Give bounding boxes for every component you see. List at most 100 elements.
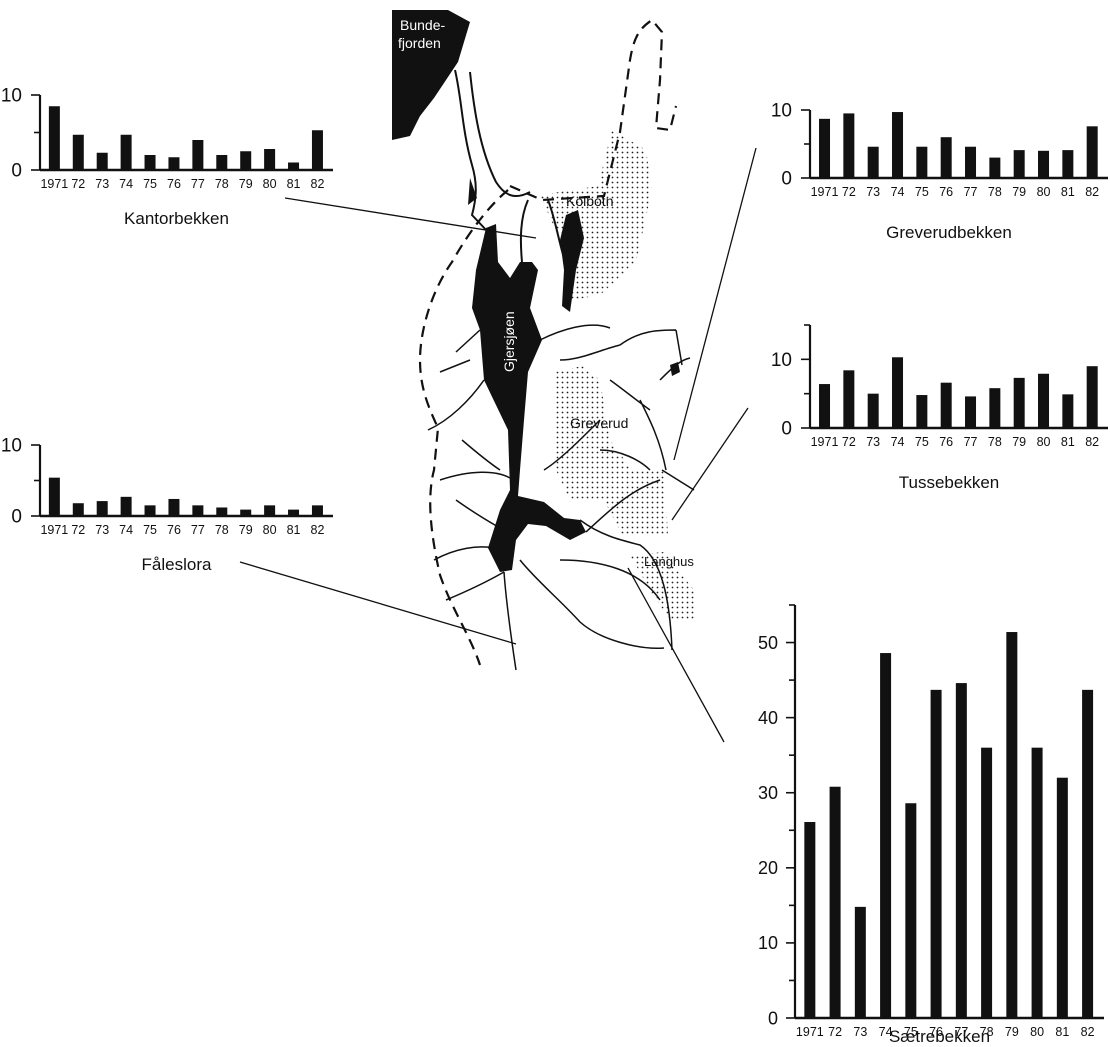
bar — [216, 507, 228, 516]
bar — [1086, 126, 1098, 178]
y-tick-label: 50 — [758, 633, 778, 653]
bundefjorden-label-line2: fjorden — [398, 35, 441, 51]
x-tick-label: 76 — [929, 1025, 943, 1039]
bar — [916, 395, 928, 428]
y-tick-label: 20 — [758, 858, 778, 878]
bar — [96, 501, 108, 516]
bar — [916, 146, 928, 178]
x-tick-label: 76 — [939, 435, 953, 449]
bar — [867, 146, 879, 178]
x-tick-label: 72 — [71, 523, 85, 537]
outlet-stream-3 — [468, 178, 477, 205]
bar — [72, 134, 84, 170]
bar — [240, 509, 252, 516]
bar — [168, 157, 180, 170]
x-tick-label: 78 — [215, 523, 229, 537]
x-tick-label: 77 — [964, 435, 978, 449]
chart-tussebekken: 0 10 1971 72 73 74 75 76 77 78 79 80 81 82 Tussebekken — [771, 324, 1108, 492]
x-tick-label: 1971 — [796, 1025, 824, 1039]
bar — [905, 803, 917, 1018]
bar — [819, 118, 831, 178]
x-tick-label: 81 — [287, 177, 301, 191]
y-tick-label: 10 — [1, 86, 22, 107]
x-tick-label: 1971 — [811, 185, 839, 199]
x-tick-label: 82 — [1081, 1025, 1095, 1039]
bar — [240, 151, 252, 170]
x-tick-label: 80 — [1030, 1025, 1044, 1039]
langhus-label: Langhus — [644, 554, 694, 569]
bundefjorden-label-line1: Bunde- — [400, 17, 445, 33]
bar — [48, 106, 60, 170]
small-eastern-pond — [670, 362, 680, 376]
x-tick-label: 75 — [143, 177, 157, 191]
x-tick-label: 79 — [1012, 185, 1026, 199]
y-tick-label: 30 — [758, 783, 778, 803]
bar — [965, 396, 977, 428]
bar — [843, 370, 855, 428]
bar — [989, 157, 1001, 178]
x-tick-label: 78 — [980, 1025, 994, 1039]
x-tick-label: 80 — [1037, 185, 1051, 199]
chart-kantorbekken: 0 10 1971 72 73 74 75 76 77 78 79 80 81 82 Kantorbekke… — [1, 86, 333, 228]
x-tick-label: 81 — [287, 523, 301, 537]
y-tick-label: 10 — [1, 436, 22, 457]
leader-lines — [239, 147, 757, 743]
bar — [965, 146, 977, 178]
bar — [940, 137, 952, 178]
x-tick-label: 77 — [964, 185, 978, 199]
x-tick-label: 76 — [939, 185, 953, 199]
bar — [1013, 150, 1025, 178]
bar — [192, 505, 204, 516]
x-tick-label: 77 — [191, 523, 205, 537]
bar — [819, 384, 831, 428]
x-tick-label: 74 — [891, 435, 905, 449]
bar — [1086, 366, 1098, 428]
chart-greverudbekken: 0 10 1971 72 73 74 75 76 77 78 79 80 81 82 Greverudbek… — [771, 101, 1108, 242]
bar — [48, 477, 60, 516]
x-tick-label: 72 — [71, 177, 85, 191]
x-tick-label: 78 — [988, 435, 1002, 449]
bar — [264, 149, 276, 170]
bar — [880, 653, 892, 1018]
bar — [1031, 747, 1043, 1018]
x-tick-label: 81 — [1061, 435, 1075, 449]
bar — [288, 509, 300, 516]
bar — [72, 503, 84, 516]
y-tick-label: 10 — [771, 101, 792, 122]
bar — [1082, 689, 1094, 1018]
bar — [843, 113, 855, 178]
bar — [264, 505, 276, 516]
x-tick-label: 81 — [1061, 185, 1075, 199]
bar — [1062, 150, 1074, 178]
chart-saetrebekken: 0 10 20 30 40 50 1971 72 73 74 75 76 77 78 79 80 81 82 Sæt… — [758, 604, 1104, 1046]
catchment-boundary — [418, 189, 509, 666]
x-tick-label: 79 — [239, 177, 253, 191]
x-tick-label: 74 — [891, 185, 905, 199]
y-tick-label: 0 — [768, 1008, 778, 1028]
x-tick-label: 77 — [954, 1025, 968, 1039]
x-tick-label: 76 — [167, 523, 181, 537]
bar — [854, 906, 866, 1018]
bar — [955, 683, 967, 1018]
bar — [192, 140, 204, 170]
x-tick-label: 72 — [842, 435, 856, 449]
bar — [892, 112, 904, 178]
bar — [1006, 632, 1018, 1018]
chart-title: Tussebekken — [899, 473, 999, 492]
x-tick-label: 79 — [1005, 1025, 1019, 1039]
bar — [216, 155, 228, 170]
south-streams — [503, 519, 673, 671]
x-tick-label: 75 — [915, 185, 929, 199]
y-tick-label: 0 — [781, 419, 792, 440]
x-tick-label: 72 — [842, 185, 856, 199]
y-tick-label: 10 — [771, 350, 792, 371]
x-tick-label: 73 — [866, 435, 880, 449]
gjersjoen-label: Gjersjøen — [501, 311, 517, 372]
x-tick-label: 75 — [904, 1025, 918, 1039]
bar — [288, 162, 300, 170]
bar — [989, 388, 1001, 428]
bar — [829, 786, 841, 1018]
outlet-stream — [454, 69, 489, 233]
x-tick-label: 80 — [263, 523, 277, 537]
